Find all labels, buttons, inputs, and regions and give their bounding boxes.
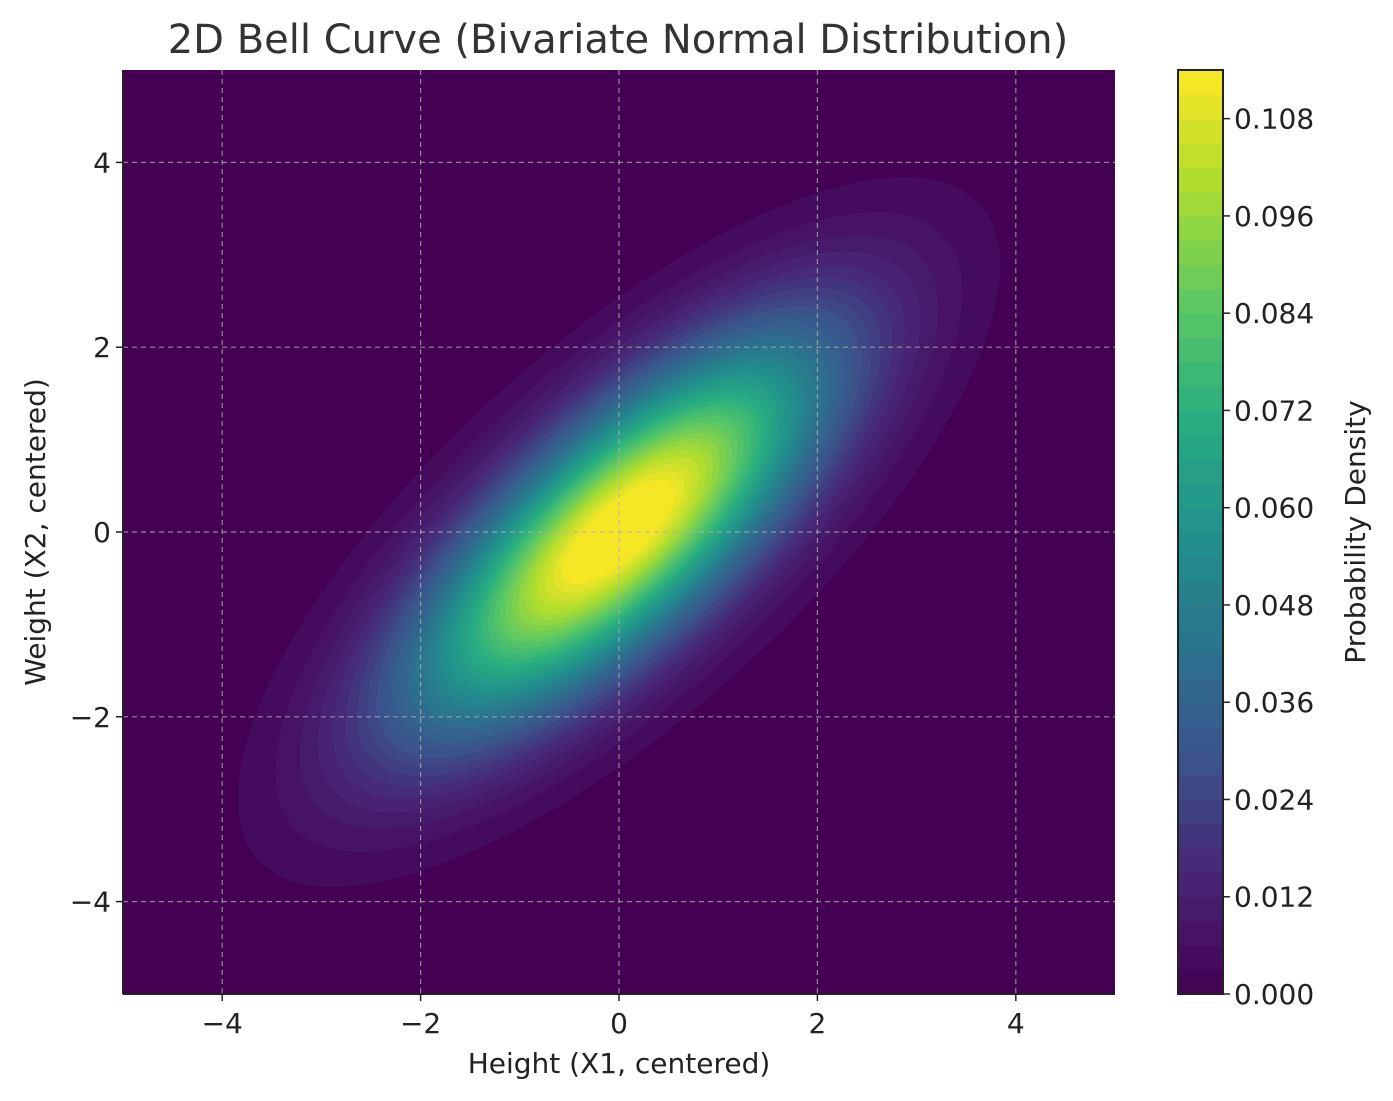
colorbar-band <box>1178 167 1223 193</box>
colorbar-band <box>1178 532 1223 557</box>
x-tick-label: 4 <box>1007 1007 1025 1040</box>
x-tick-label: 0 <box>610 1007 628 1040</box>
colorbar-tick-label: 0.060 <box>1234 492 1314 525</box>
colorbar-band <box>1178 653 1223 679</box>
colorbar-band <box>1178 215 1223 241</box>
x-tick-label: 2 <box>808 1007 826 1040</box>
colorbar-tick-label: 0.048 <box>1234 589 1314 622</box>
colorbar-tick-label: 0.084 <box>1234 297 1314 330</box>
colorbar-band <box>1178 313 1223 339</box>
colorbar-tick-label: 0.072 <box>1234 394 1314 427</box>
grid-lines <box>123 70 1115 994</box>
colorbar-band <box>1178 775 1223 801</box>
colorbar-label: Probability Density <box>1339 400 1372 663</box>
y-axis-ticks: −4 −2 0 2 4 <box>70 146 123 919</box>
colorbar-band <box>1178 726 1223 752</box>
colorbar-tick-label: 0.036 <box>1234 686 1314 719</box>
colorbar-tick-label: 0.096 <box>1234 200 1314 233</box>
colorbar-band <box>1178 629 1223 655</box>
colorbar-band <box>1178 556 1223 582</box>
y-axis-label: Weight (X2, centered) <box>19 378 52 686</box>
y-tick-label: 4 <box>93 146 111 179</box>
colorbar-band <box>1178 434 1223 460</box>
y-tick-label: 0 <box>93 516 111 549</box>
colorbar-tick-label: 0.024 <box>1234 783 1314 816</box>
colorbar-band <box>1178 677 1223 703</box>
chart-title: 2D Bell Curve (Bivariate Normal Distribu… <box>168 17 1069 63</box>
colorbar-band <box>1178 288 1223 314</box>
colorbar-band <box>1178 410 1223 436</box>
colorbar-band <box>1178 118 1223 144</box>
x-tick-label: −2 <box>400 1007 441 1040</box>
colorbar-band <box>1178 361 1223 387</box>
colorbar-band <box>1178 896 1223 922</box>
x-tick-label: −4 <box>202 1007 243 1040</box>
x-axis-ticks: −4 −2 0 2 4 <box>202 994 1025 1040</box>
colorbar-band <box>1178 945 1223 971</box>
colorbar-band <box>1178 604 1223 630</box>
y-tick-label: 2 <box>93 331 111 364</box>
colorbar-band <box>1178 921 1223 946</box>
colorbar-band <box>1178 459 1223 484</box>
colorbar-band <box>1178 142 1223 168</box>
colorbar-band <box>1178 483 1223 509</box>
colorbar-tick-label: 0.000 <box>1234 978 1314 1011</box>
colorbar-band <box>1178 337 1223 363</box>
colorbar-band <box>1178 848 1223 874</box>
colorbar-band <box>1178 969 1223 995</box>
colorbar-band <box>1178 799 1223 825</box>
colorbar-tick-label: 0.108 <box>1234 103 1314 136</box>
plot-area <box>122 70 1115 995</box>
colorbar-band <box>1178 386 1223 412</box>
colorbar-band <box>1178 264 1223 290</box>
colorbar-band <box>1178 750 1223 776</box>
colorbar-band <box>1178 872 1223 898</box>
colorbar-band <box>1178 823 1223 849</box>
colorbar-band <box>1178 580 1223 606</box>
colorbar-band <box>1178 240 1223 266</box>
colorbar-frame <box>1177 69 1224 995</box>
y-tick-label: −2 <box>70 701 111 734</box>
colorbar-tick-label: 0.012 <box>1234 881 1314 914</box>
colorbar-band <box>1178 702 1223 728</box>
y-tick-label: −4 <box>70 886 111 919</box>
colorbar-band <box>1178 94 1223 120</box>
colorbar-ticks: 0.000 0.012 0.024 0.036 0.048 0.060 0.072 0.084… <box>1223 103 1314 1011</box>
colorbar-band <box>1178 507 1223 533</box>
colorbar-band <box>1178 70 1223 95</box>
x-axis-label: Height (X1, centered) <box>468 1047 771 1080</box>
colorbar-bands <box>1178 70 1223 995</box>
colorbar: 0.000 0.012 0.024 0.036 0.048 0.060 0.072 0.084… <box>1177 69 1372 1011</box>
colorbar-band <box>1178 191 1223 217</box>
